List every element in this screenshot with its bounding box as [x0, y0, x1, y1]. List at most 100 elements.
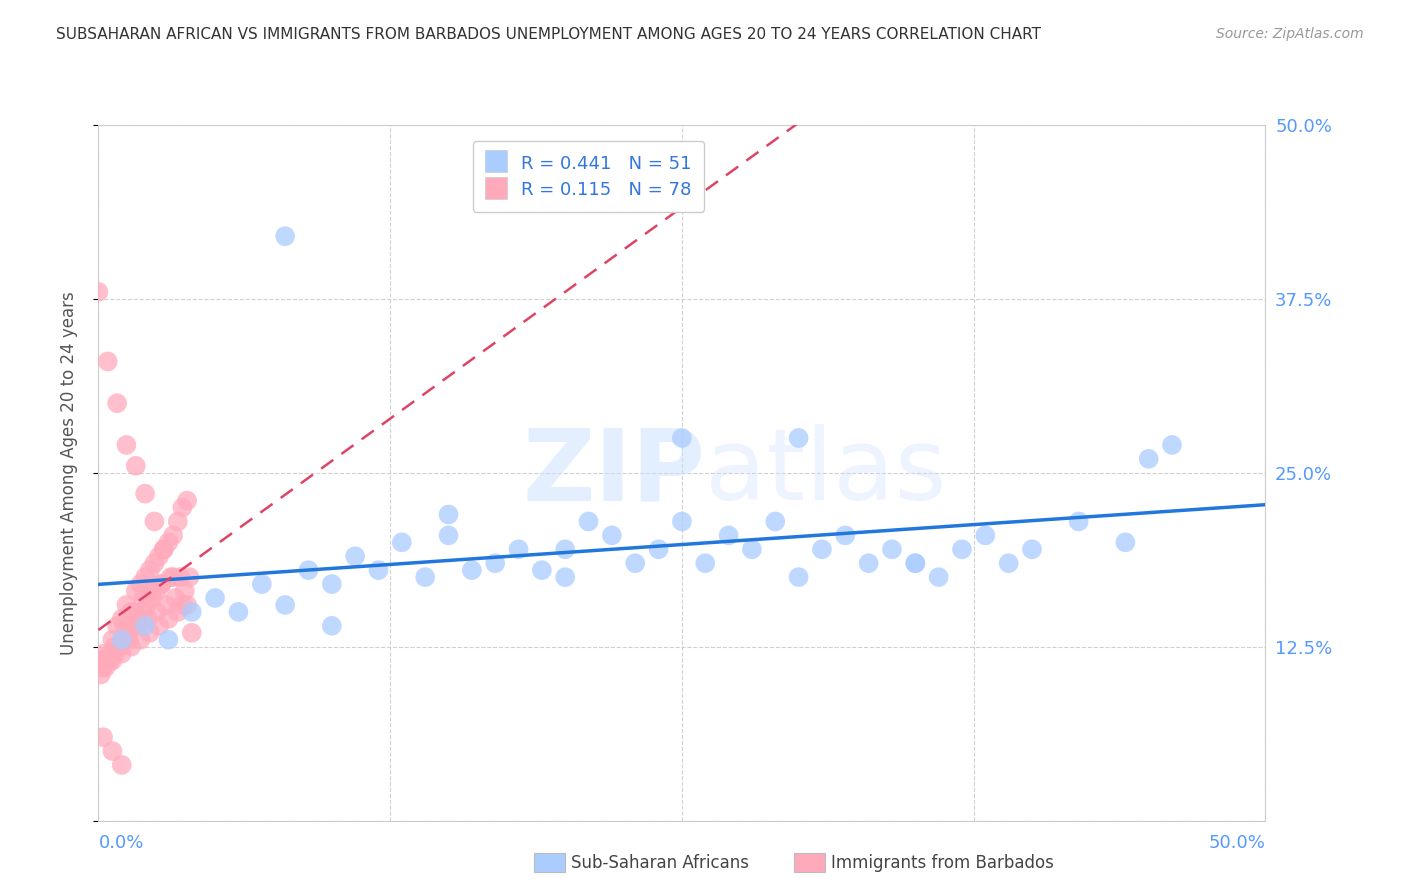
Point [90, 667, 112, 681]
Point [111, 758, 134, 772]
Point [176, 598, 198, 612]
Point [180, 625, 202, 640]
Point [143, 515, 166, 529]
Point [108, 640, 131, 654]
Point [974, 528, 997, 542]
Text: Immigrants from Barbados: Immigrants from Barbados [831, 854, 1054, 871]
Point [647, 542, 669, 557]
Point [367, 563, 389, 577]
Point [148, 549, 170, 564]
Point [143, 556, 166, 570]
Point [787, 570, 810, 584]
Text: SUBSAHARAN AFRICAN VS IMMIGRANTS FROM BARBADOS UNEMPLOYMENT AMONG AGES 20 TO 24 : SUBSAHARAN AFRICAN VS IMMIGRANTS FROM BA… [56, 27, 1042, 42]
Point [111, 612, 134, 626]
Point [274, 229, 297, 244]
Point [741, 542, 763, 557]
Point [105, 619, 128, 633]
Point [204, 591, 226, 605]
Point [118, 625, 141, 640]
Point [484, 556, 506, 570]
Text: Sub-Saharan Africans: Sub-Saharan Africans [571, 854, 749, 871]
Point [695, 556, 717, 570]
Point [150, 577, 173, 591]
Point [437, 528, 460, 542]
Point [554, 542, 576, 557]
Point [165, 591, 187, 605]
Point [105, 396, 128, 410]
Point [101, 744, 124, 758]
Point [101, 654, 124, 668]
Point [180, 605, 202, 619]
Point [125, 458, 148, 473]
Point [132, 591, 155, 605]
Point [139, 625, 162, 640]
Legend: R = 0.441   N = 51, R = 0.115   N = 78: R = 0.441 N = 51, R = 0.115 N = 78 [472, 141, 704, 212]
Point [98, 654, 121, 668]
Point [172, 500, 194, 515]
Point [169, 570, 191, 584]
Point [228, 605, 250, 619]
Point [413, 570, 436, 584]
Point [132, 605, 155, 619]
Point [344, 549, 367, 564]
Point [115, 438, 138, 452]
Point [155, 598, 177, 612]
Point [904, 556, 927, 570]
Point [904, 556, 927, 570]
Point [787, 431, 810, 445]
Point [834, 528, 856, 542]
Point [554, 570, 576, 584]
Text: 50.0%: 50.0% [1209, 834, 1265, 852]
Point [111, 647, 134, 661]
Text: ZIP: ZIP [523, 425, 706, 521]
Point [321, 619, 343, 633]
Text: atlas: atlas [706, 425, 946, 521]
Point [90, 654, 112, 668]
Point [115, 598, 138, 612]
Point [297, 563, 319, 577]
Point [97, 354, 120, 368]
Point [87, 654, 110, 668]
Point [127, 612, 149, 626]
Point [159, 570, 181, 584]
Point [250, 577, 273, 591]
Point [166, 515, 188, 529]
Point [120, 605, 142, 619]
Point [139, 563, 162, 577]
Point [811, 542, 834, 557]
Point [530, 563, 553, 577]
Text: Source: ZipAtlas.com: Source: ZipAtlas.com [1216, 27, 1364, 41]
Point [104, 640, 127, 654]
Point [671, 431, 693, 445]
Point [98, 647, 121, 661]
Point [508, 542, 530, 557]
Point [600, 528, 623, 542]
Point [166, 605, 188, 619]
Point [129, 632, 152, 647]
Point [1114, 535, 1136, 549]
Point [141, 591, 163, 605]
Point [94, 654, 117, 668]
Point [274, 598, 297, 612]
Point [91, 730, 114, 744]
Point [150, 577, 173, 591]
Point [152, 542, 174, 557]
Point [112, 632, 135, 647]
Point [858, 556, 880, 570]
Point [112, 619, 135, 633]
Point [141, 584, 163, 599]
Point [157, 535, 180, 549]
Point [391, 535, 413, 549]
Point [179, 570, 201, 584]
Point [172, 598, 194, 612]
Point [118, 632, 141, 647]
Point [91, 660, 114, 674]
Point [1021, 542, 1043, 557]
Point [763, 515, 786, 529]
Point [104, 647, 127, 661]
Point [122, 605, 145, 619]
Point [624, 556, 647, 570]
Point [125, 584, 148, 599]
Point [91, 647, 114, 661]
Y-axis label: Unemployment Among Ages 20 to 24 years: Unemployment Among Ages 20 to 24 years [59, 291, 77, 655]
